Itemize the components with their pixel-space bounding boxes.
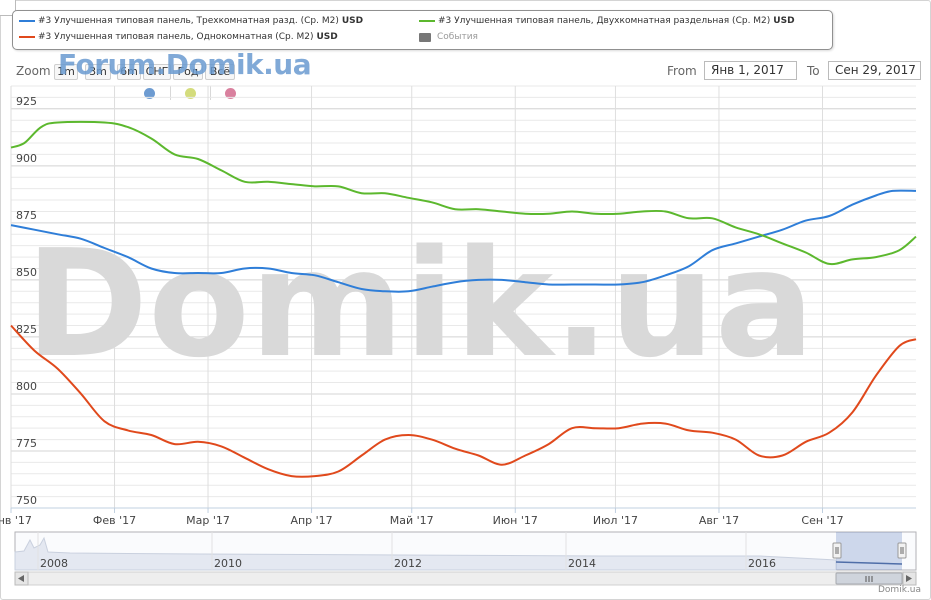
navigator-right-handle[interactable] bbox=[897, 542, 907, 559]
navigator-year-label: 2012 bbox=[394, 557, 422, 570]
navigator-year-label: 2008 bbox=[40, 557, 68, 570]
navigator-left-handle[interactable] bbox=[832, 542, 842, 559]
to-date-input[interactable]: Сен 29, 2017 bbox=[828, 61, 921, 80]
series-line-two-room bbox=[10, 120, 917, 266]
x-tick-label: Мар '17 bbox=[186, 514, 230, 527]
scroll-right-arrow-icon bbox=[906, 575, 912, 582]
range-button-1m[interactable]: 1m bbox=[54, 64, 78, 80]
x-tick-label: Июл '17 bbox=[593, 514, 638, 527]
x-tick-label: Сен '17 bbox=[801, 514, 843, 527]
event-dot[interactable] bbox=[225, 88, 236, 99]
legend-item-events[interactable]: События bbox=[419, 32, 478, 42]
range-button-year[interactable]: Год bbox=[173, 64, 203, 80]
from-date-input[interactable]: Янв 1, 2017 bbox=[704, 61, 797, 80]
range-button-6m[interactable]: 6m bbox=[117, 64, 141, 80]
x-tick-label: Апр '17 bbox=[290, 514, 332, 527]
legend-line-icon bbox=[19, 36, 35, 38]
x-tick-label: Янв '17 bbox=[0, 514, 32, 527]
y-tick-label: 850 bbox=[16, 266, 37, 279]
legend-label: События bbox=[437, 32, 478, 42]
navigator-series-area bbox=[14, 536, 837, 571]
x-tick-label: Авг '17 bbox=[699, 514, 739, 527]
range-button-all[interactable]: Всё bbox=[205, 64, 235, 80]
event-dot[interactable] bbox=[185, 88, 196, 99]
navigator-selected-line bbox=[835, 561, 903, 565]
legend-box-icon bbox=[419, 32, 431, 42]
y-tick-label: 800 bbox=[16, 380, 37, 393]
legend-label: #3 Улучшенная типовая панель, Трехкомнат… bbox=[38, 16, 339, 26]
to-label: To bbox=[807, 64, 820, 78]
series-line-three-room bbox=[10, 189, 917, 293]
x-tick-label: Июн '17 bbox=[493, 514, 538, 527]
x-tick-label: Май '17 bbox=[390, 514, 434, 527]
legend-item-one-room[interactable]: #3 Улучшенная типовая панель, Однокомнат… bbox=[19, 32, 338, 42]
event-dot[interactable] bbox=[144, 88, 155, 99]
series-line-one-room bbox=[10, 324, 917, 478]
legend-line-icon bbox=[419, 20, 435, 22]
x-tick-label: Фев '17 bbox=[93, 514, 136, 527]
range-button-ytd[interactable]: СНГ bbox=[143, 64, 171, 80]
legend-item-three-room[interactable]: #3 Улучшенная типовая панель, Трехкомнат… bbox=[19, 16, 363, 26]
y-tick-label: 750 bbox=[16, 494, 37, 507]
legend: #3 Улучшенная типовая панель, Трехкомнат… bbox=[12, 10, 833, 50]
from-label: From bbox=[667, 64, 697, 78]
y-tick-label: 825 bbox=[16, 323, 37, 336]
scrollbar-track[interactable] bbox=[14, 571, 917, 586]
y-tick-label: 875 bbox=[16, 209, 37, 222]
y-tick-label: 925 bbox=[16, 95, 37, 108]
zoom-label: Zoom bbox=[16, 64, 51, 78]
center-watermark: Domik.ua bbox=[25, 218, 814, 390]
navigator-year-label: 2016 bbox=[748, 557, 776, 570]
navigator-year-label: 2014 bbox=[568, 557, 596, 570]
legend-line-icon bbox=[19, 20, 35, 22]
range-button-3m[interactable]: 3m bbox=[85, 64, 111, 80]
y-tick-label: 775 bbox=[16, 437, 37, 450]
credit-label: Domik.ua bbox=[878, 585, 921, 595]
legend-label: #3 Улучшенная типовая панель, Однокомнат… bbox=[38, 32, 314, 42]
legend-unit: USD bbox=[773, 16, 795, 26]
event-separator bbox=[210, 86, 211, 100]
legend-unit: USD bbox=[341, 16, 364, 26]
legend-item-two-room[interactable]: #3 Улучшенная типовая панель, Двухкомнат… bbox=[419, 16, 795, 26]
legend-unit: USD bbox=[316, 32, 338, 42]
scroll-left-arrow-icon bbox=[18, 575, 24, 582]
event-separator bbox=[170, 86, 171, 100]
y-tick-label: 900 bbox=[16, 152, 37, 165]
legend-label: #3 Улучшенная типовая панель, Двухкомнат… bbox=[438, 16, 771, 26]
navigator-year-label: 2010 bbox=[214, 557, 242, 570]
